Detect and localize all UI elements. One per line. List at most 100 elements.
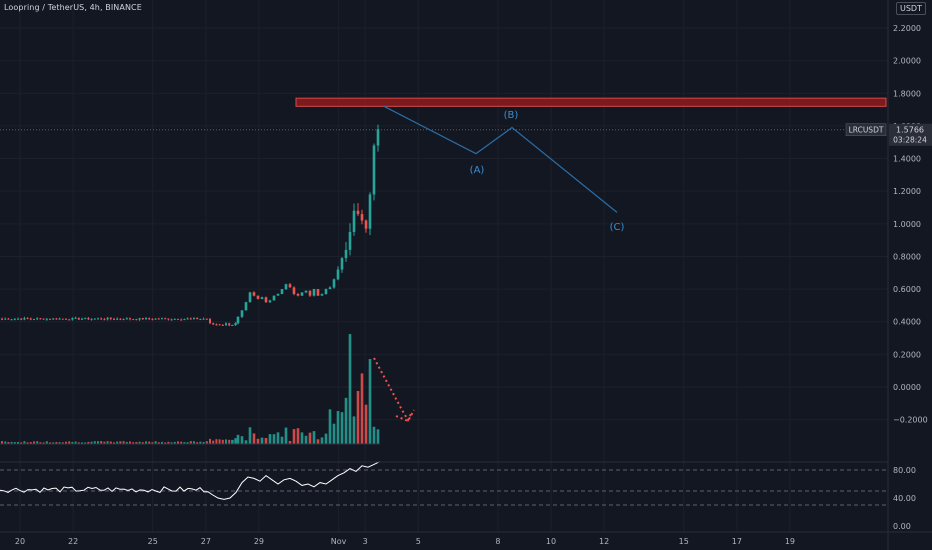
volume-bar [109, 441, 112, 444]
candle-body [364, 220, 368, 229]
price-tick-label: 0.2000 [893, 350, 921, 359]
candle-body [202, 318, 205, 320]
candle-body [336, 269, 340, 280]
candle-body [360, 214, 364, 221]
candle-body [4, 318, 7, 320]
candle-body [186, 318, 189, 320]
candle-body [109, 317, 112, 319]
volume-bar [125, 441, 128, 444]
candle-body [280, 289, 284, 294]
price-badge [889, 123, 932, 146]
volume-bar [186, 442, 189, 444]
currency-selector[interactable]: USDT [896, 2, 926, 15]
volume-bar [157, 442, 160, 444]
volume-bar [328, 409, 332, 444]
volume-bar [296, 428, 300, 444]
volume-bar [164, 442, 167, 444]
candle-body [129, 318, 131, 320]
chart-title: Loopring / TetherUS, 4h, BINANCE [4, 3, 142, 12]
wave-label-b: (B) [504, 110, 519, 121]
candle-body [71, 317, 74, 320]
volume-bar [264, 437, 268, 444]
candle-body [7, 318, 10, 320]
volume-bar [167, 441, 170, 444]
candle-body [288, 284, 292, 288]
candle-body [236, 316, 240, 324]
volume-bar [87, 441, 90, 444]
time-tick-label: 10 [546, 537, 556, 546]
volume-bars [0, 334, 415, 445]
time-tick-label: 17 [732, 537, 742, 546]
candle-body [157, 318, 160, 320]
volume-bar [231, 439, 234, 444]
candle-body [97, 318, 99, 320]
volume-bar [340, 412, 344, 444]
volume-bar [284, 427, 288, 444]
candle-body [90, 318, 93, 320]
price-tick-label: −0.2000 [893, 416, 928, 425]
time-tick-label: 27 [201, 537, 211, 546]
volume-bar [236, 434, 240, 444]
time-tick-label: Nov [331, 537, 347, 546]
volume-bar [252, 433, 256, 444]
volume-bar [39, 442, 42, 444]
volume-bar [7, 442, 10, 444]
candle-body [340, 258, 344, 270]
volume-bar [106, 441, 109, 444]
volume-bar [33, 441, 35, 444]
volume-bar [151, 442, 154, 444]
candle-body [13, 318, 16, 320]
volume-bar [55, 442, 58, 444]
volume-bar [193, 441, 195, 444]
time-tick-label: 20 [15, 537, 25, 546]
volume-bar [240, 436, 244, 444]
volume-bar [348, 334, 352, 444]
volume-bar [36, 441, 39, 444]
symbol-badge-label: LRCUSDT [849, 126, 884, 135]
volume-bar [260, 437, 264, 444]
candle-body [209, 318, 211, 324]
volume-bar [29, 442, 32, 444]
volume-bar [324, 433, 328, 444]
candle-body [132, 319, 135, 321]
candle-body [173, 318, 176, 320]
candles [1, 124, 380, 327]
candle-body [244, 302, 248, 311]
price-tick-label: 2.0000 [893, 57, 921, 66]
volume-bar [58, 442, 61, 444]
rsi-panel [0, 461, 888, 506]
volume-bar [268, 434, 272, 444]
candle-body [161, 318, 163, 320]
volume-bar [77, 442, 80, 444]
volume-bar [45, 441, 48, 444]
volume-bar [180, 441, 183, 444]
candle-body [36, 318, 39, 320]
volume-bar [170, 442, 173, 444]
candle-body [45, 318, 48, 320]
candle-body [74, 317, 77, 319]
candle-body [20, 318, 23, 320]
volume-bar [376, 429, 380, 444]
price-tick-label: 0.4000 [893, 318, 921, 327]
price-tick-label: 0.8000 [893, 252, 921, 261]
volume-bar [74, 441, 77, 444]
volume-bar [221, 439, 224, 444]
wave-label-c: (C) [610, 222, 625, 233]
candle-body [77, 317, 80, 320]
volume-bar [81, 442, 83, 444]
candle-body [252, 292, 256, 296]
candle-body [328, 287, 332, 290]
candle-body [10, 319, 13, 321]
candle-body [376, 129, 380, 146]
candle-body [193, 317, 195, 319]
volume-bar [316, 439, 320, 444]
candle-body [284, 284, 288, 290]
candle-body [100, 318, 103, 320]
candle-body [177, 318, 179, 320]
candle-body [196, 317, 199, 320]
candle-body [189, 318, 192, 320]
candle-body [141, 317, 144, 320]
